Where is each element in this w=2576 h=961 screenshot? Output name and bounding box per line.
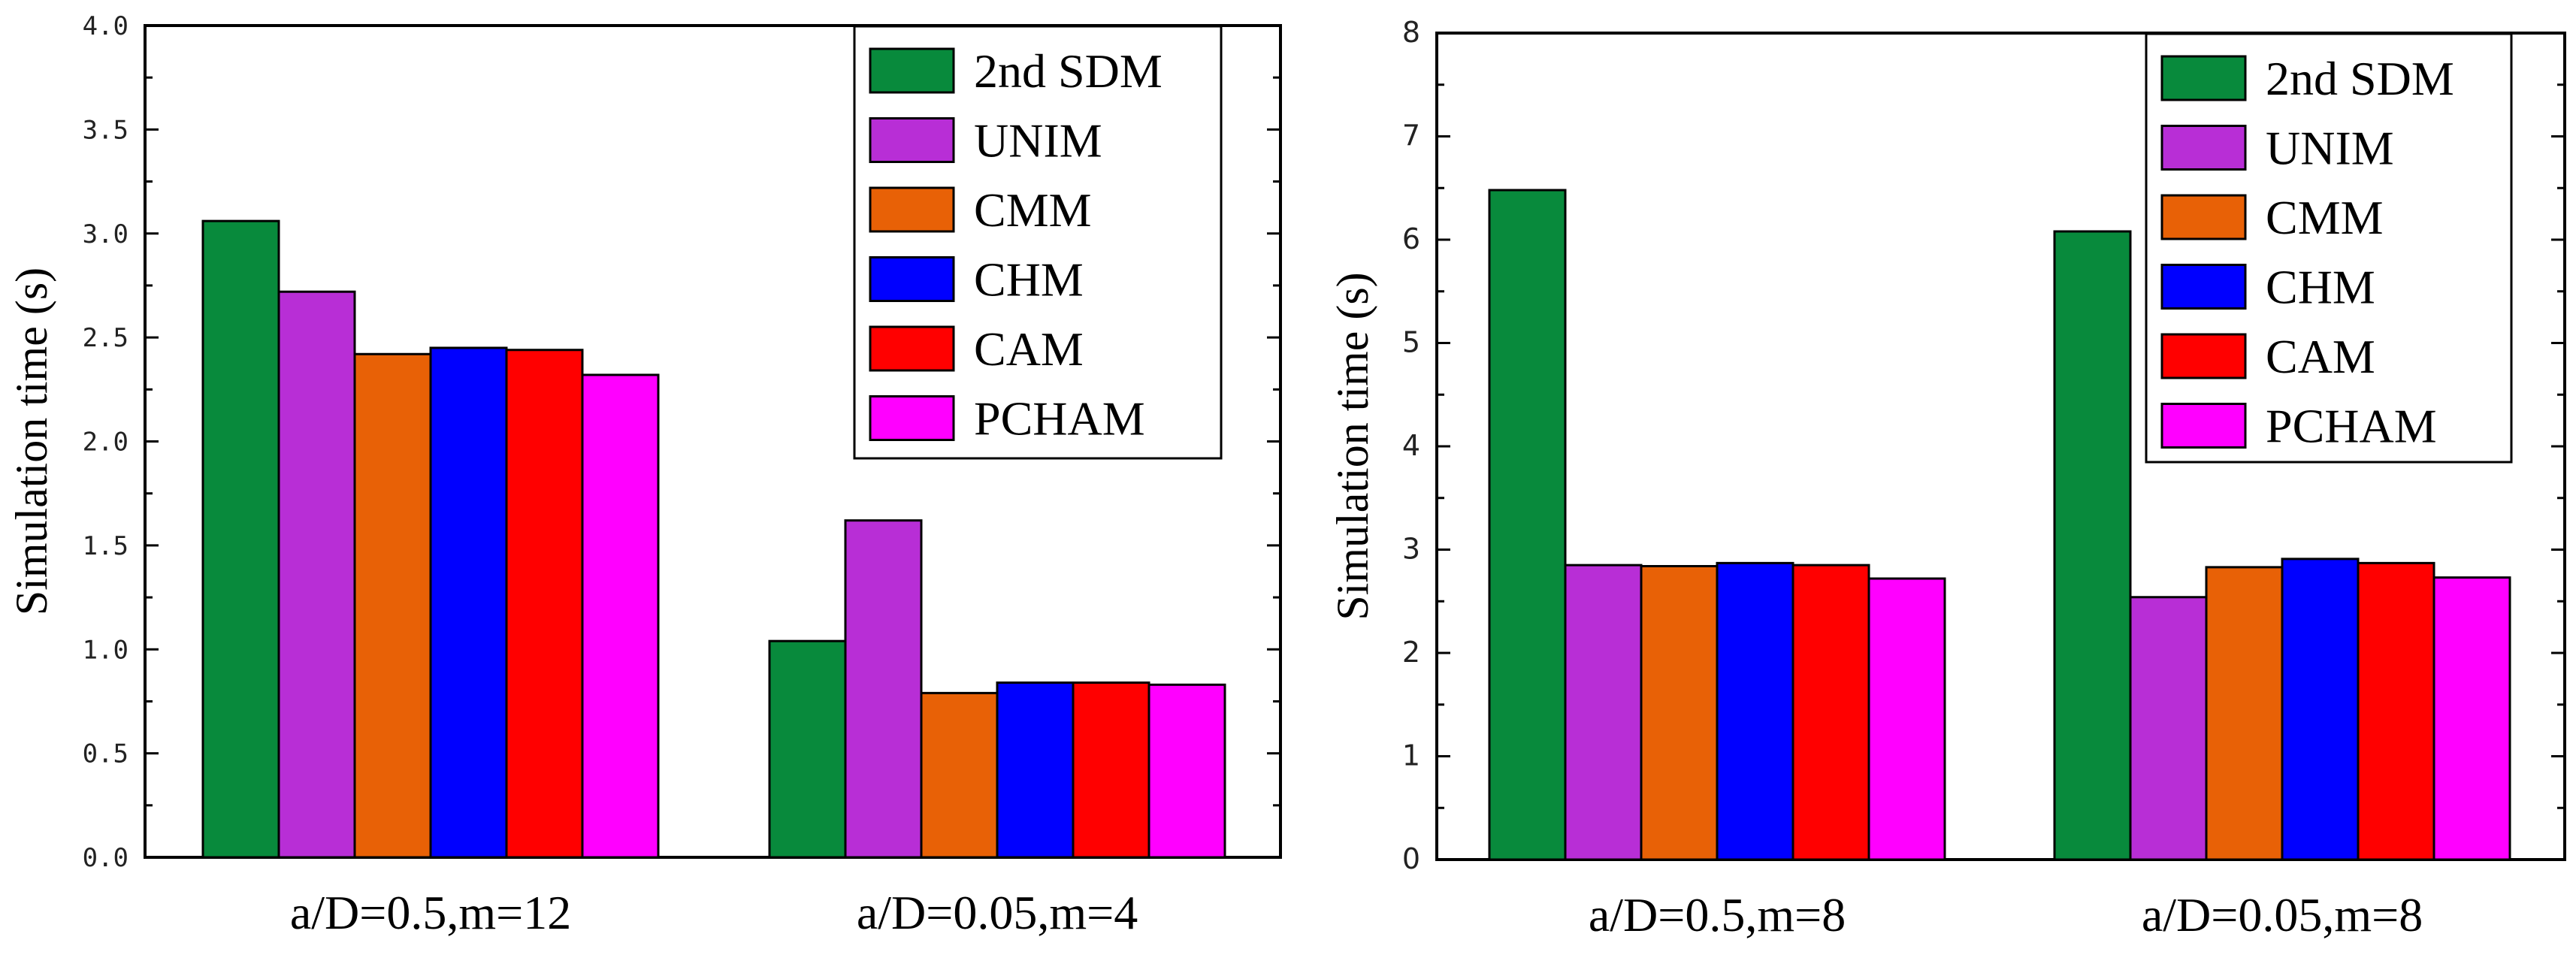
- x-category-label: a/D=0.5,m=8: [1589, 888, 1846, 941]
- legend-swatch: [869, 256, 955, 302]
- bar-cam-1: [1072, 681, 1150, 859]
- bar-cmm-1: [920, 691, 999, 859]
- x-category-label: a/D=0.05,m=4: [857, 886, 1138, 939]
- bar-chm-1: [2281, 558, 2360, 861]
- y-tick-label: 0.0: [83, 843, 128, 873]
- bar-cam-1: [2357, 561, 2435, 861]
- y-tick-label: 2.5: [83, 323, 128, 353]
- y-tick-label: 8: [1402, 16, 1420, 49]
- bar-unim-0: [277, 290, 356, 859]
- legend-swatch: [869, 186, 955, 233]
- legend-entry: PCHAM: [974, 392, 1145, 446]
- y-tick-label: 0.5: [83, 739, 128, 769]
- bar-pcham-0: [581, 373, 660, 859]
- legend-swatch: [2160, 55, 2247, 101]
- bar-cam-0: [505, 349, 584, 859]
- legend-box: [853, 25, 1223, 460]
- bar-cmm-0: [1640, 565, 1719, 861]
- bar-chm-1: [996, 681, 1075, 859]
- legend-entry: CAM: [974, 322, 1084, 376]
- y-axis-title: Simulation time (s): [1328, 272, 1377, 620]
- legend-entry: PCHAM: [2266, 400, 2437, 453]
- y-tick-label: 1.5: [83, 531, 128, 561]
- y-tick-label: 6: [1402, 222, 1420, 255]
- bar-2nd-sdm-0: [1488, 189, 1567, 861]
- bar-chm-0: [429, 346, 508, 859]
- legend-swatch: [869, 395, 955, 441]
- y-tick-label: 4.0: [83, 11, 128, 41]
- legend-swatch: [2160, 125, 2247, 171]
- bar-2nd-sdm-1: [768, 639, 847, 859]
- bar-unim-1: [844, 519, 923, 859]
- bar-unim-1: [2129, 596, 2208, 861]
- legend-swatch: [2160, 403, 2247, 449]
- bar-unim-0: [1564, 564, 1643, 861]
- y-tick-label: 3.0: [83, 219, 128, 249]
- y-tick-label: 3.5: [83, 115, 128, 145]
- y-tick-label: 5: [1402, 326, 1420, 359]
- bar-pcham-0: [1867, 577, 1946, 861]
- legend-entry: UNIM: [974, 114, 1102, 168]
- x-category-label: a/D=0.5,m=12: [290, 886, 571, 939]
- x-category-label: a/D=0.05,m=8: [2142, 888, 2423, 941]
- legend-swatch: [2160, 194, 2247, 240]
- bar-chm-0: [1716, 561, 1794, 861]
- legend-swatch: [2160, 333, 2247, 379]
- bar-cam-0: [1791, 564, 1870, 861]
- chart-left: 0.0 0.5 1.0 1.5 2.0 2.5 3.0 3.5 4.0 Simulation ti…: [7, 11, 1282, 939]
- y-tick-label: 4: [1402, 429, 1420, 462]
- legend-swatch: [869, 117, 955, 163]
- y-tick-label: 0: [1402, 842, 1420, 875]
- bar-cmm-1: [2205, 566, 2284, 861]
- y-tick-label: 2.0: [83, 428, 128, 458]
- legend-entry: CHM: [2266, 261, 2375, 314]
- legend-entry: 2nd SDM: [2266, 52, 2454, 105]
- chart-right: 0 1 2 3 4 5 6 7 8 Simulation time (s) a/D=0.5,m=8 a…: [1328, 16, 2566, 941]
- bar-cmm-0: [353, 352, 432, 859]
- bar-pcham-1: [2432, 576, 2511, 861]
- bar-pcham-1: [1147, 683, 1226, 859]
- y-tick-label: 1.0: [83, 635, 128, 665]
- bar-2nd-sdm-1: [2053, 230, 2132, 861]
- legend-entry: CHM: [974, 253, 1084, 307]
- y-tick-label: 1: [1402, 739, 1420, 772]
- y-tick-label: 3: [1402, 533, 1420, 566]
- bar-2nd-sdm-0: [201, 219, 280, 859]
- legend-entry: 2nd SDM: [974, 44, 1163, 98]
- y-tick-label: 7: [1402, 119, 1420, 153]
- legend-entry: UNIM: [2266, 122, 2394, 175]
- legend-entry: CMM: [974, 183, 1092, 237]
- legend-swatch: [869, 325, 955, 372]
- legend-entry: CAM: [2266, 330, 2375, 383]
- y-tick-label: 2: [1402, 636, 1420, 669]
- legend-swatch: [869, 47, 955, 94]
- y-axis-title: Simulation time (s): [7, 267, 56, 615]
- legend-box: [2145, 32, 2513, 464]
- legend-swatch: [2160, 264, 2247, 310]
- legend-entry: CMM: [2266, 191, 2384, 244]
